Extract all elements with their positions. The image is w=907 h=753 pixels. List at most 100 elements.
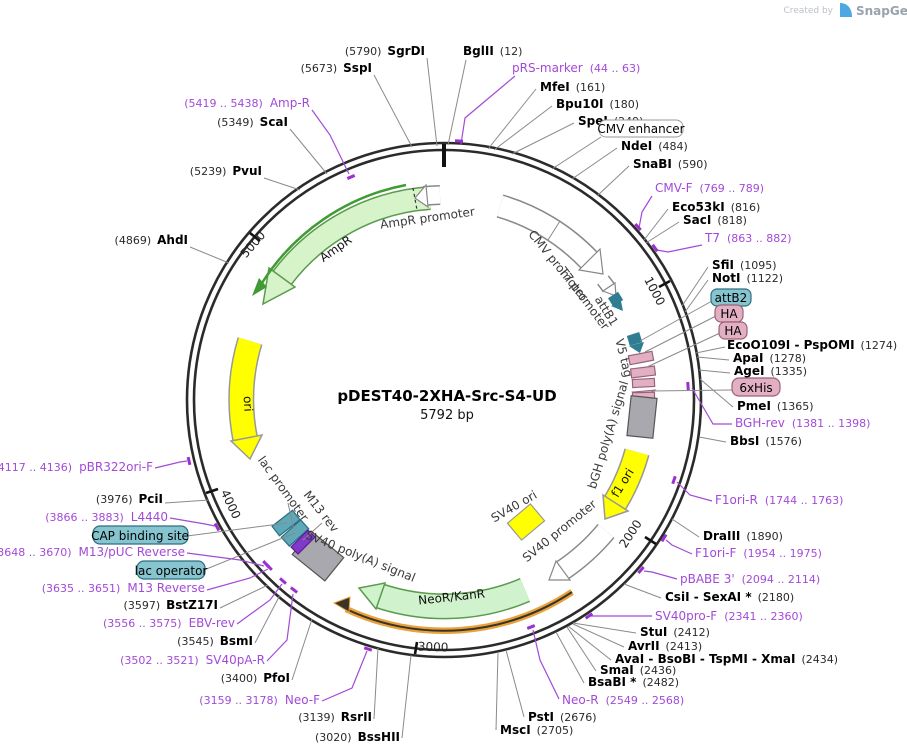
feature-sv40-promoter[interactable]: [548, 523, 615, 581]
primer-label-neo-r[interactable]: Neo-R (2549 .. 2568): [562, 693, 684, 707]
svg-text:CMV enhancer: CMV enhancer: [597, 122, 684, 136]
primer-labels: pRS-marker (44 .. 63) CMV-F (769 .. 789) T…: [0, 61, 870, 707]
primer-label-l4440[interactable]: (3866 .. 3883) L4440: [45, 510, 168, 524]
primer-label-bgh-rev[interactable]: BGH-rev (1381 .. 1398): [735, 416, 870, 430]
boxed-label-cmv-enhancer[interactable]: CMV enhancer: [597, 119, 685, 138]
enzyme-label-eco53ki[interactable]: Eco53kI (816): [672, 200, 760, 214]
plasmid-size: 5792 bp: [420, 408, 474, 423]
enzyme-label-pvui[interactable]: (5239) PvuI: [190, 164, 262, 178]
primer-label-m13-puc-reverse[interactable]: (3648 .. 3670) M13/pUC Reverse: [0, 545, 185, 559]
scale-label-2000: 2000: [616, 517, 644, 550]
enzyme-label-pmei[interactable]: PmeI (1365): [737, 399, 813, 413]
svg-text:HA: HA: [724, 324, 742, 338]
enzyme-label-msci[interactable]: MscI (2705): [500, 723, 573, 737]
orf-arc: [332, 589, 574, 635]
enzyme-label-csii-sexai[interactable]: CsiI - SexAI * (2180): [665, 590, 794, 604]
enzyme-label-draiii[interactable]: DraIII (1890): [703, 529, 783, 543]
enzyme-label-sfii[interactable]: SfiI (1095): [712, 258, 777, 272]
boxed-label-ha2[interactable]: HA: [718, 321, 748, 340]
enzyme-label-psti[interactable]: PstI (2676): [528, 710, 597, 724]
enzyme-label-pcii[interactable]: (3976) PciI: [96, 492, 163, 506]
primer-label-pbabe-3[interactable]: pBABE 3' (2094 .. 2114): [680, 572, 820, 586]
feature-ampr-promoter[interactable]: [414, 183, 441, 209]
snapgene-watermark: Created by SnapGene: [783, 3, 907, 18]
enzyme-label-snabi[interactable]: SnaBI (590): [633, 157, 708, 171]
primer-label-sv40pro-f[interactable]: SV40pro-F (2341 .. 2360): [655, 609, 803, 623]
svg-text:HA: HA: [720, 307, 738, 321]
primer-label-t7[interactable]: T7 (863 .. 882): [704, 231, 792, 245]
enzyme-label-stui[interactable]: StuI (2412): [640, 625, 710, 639]
enzyme-label-ecoo109i-pspomi[interactable]: EcoO109I - PspOMI (1274): [727, 338, 897, 352]
enzyme-label-bsmi[interactable]: (3545) BsmI: [177, 634, 253, 648]
primer-label-f1ori-f[interactable]: F1ori-F (1954 .. 1975): [695, 546, 822, 560]
enzyme-label-agei[interactable]: AgeI (1335): [734, 364, 807, 378]
scale-label-5000: 5000: [238, 228, 269, 260]
enzyme-label-saci[interactable]: SacI (818): [683, 213, 747, 227]
primer-label-m13-reverse[interactable]: (3635 .. 3651) M13 Reverse: [42, 581, 205, 595]
enzyme-label-ahdi[interactable]: (4869) AhdI: [115, 233, 188, 247]
plasmid-name: pDEST40-2XHA-Src-S4-UD: [337, 387, 556, 405]
feature-neor-kanr[interactable]: [357, 577, 531, 620]
feature-ori[interactable]: [228, 337, 264, 461]
svg-text:lac operator: lac operator: [135, 564, 208, 578]
boxed-label-6xhis[interactable]: 6xHis: [731, 377, 781, 397]
enzyme-label-bglii[interactable]: BglII (12): [463, 44, 522, 58]
svg-text:CAP binding site: CAP binding site: [91, 529, 189, 543]
enzyme-label-avrii[interactable]: AvrII (2413): [628, 639, 702, 653]
enzyme-label-bbsi[interactable]: BbsI (1576): [730, 434, 802, 448]
watermark-created-by: Created by: [783, 6, 833, 16]
enzyme-labels: (5790) SgrDI BglII (12) (5673) SspI MfeI (16…: [96, 44, 897, 744]
primer-lines: [154, 75, 732, 702]
ampr-cds-arrowhead: [252, 278, 267, 296]
feature-label-ori[interactable]: ori: [241, 396, 256, 412]
leader-lines: [164, 57, 734, 739]
enzyme-label-noti[interactable]: NotI (1122): [712, 271, 783, 285]
primer-label-f1ori-r[interactable]: F1ori-R (1744 .. 1763): [715, 493, 843, 507]
svg-text:attB2: attB2: [715, 291, 748, 305]
feature-label-neor-kanr[interactable]: NeoR/KanR: [418, 587, 486, 608]
feature-attb1[interactable]: [607, 291, 624, 311]
primer-label-neo-f[interactable]: (3159 .. 3178) Neo-F: [199, 693, 320, 707]
scale-label-3000: 3000: [418, 639, 449, 654]
enzyme-label-apai[interactable]: ApaI (1278): [733, 351, 806, 365]
boxed-label-ha1[interactable]: HA: [714, 304, 744, 323]
enzyme-label-scai[interactable]: (5349) ScaI: [217, 115, 288, 129]
enzyme-label-ndei[interactable]: NdeI (484): [621, 139, 688, 153]
enzyme-label-bpu10i[interactable]: Bpu10I (180): [556, 97, 639, 111]
feature-attb2[interactable]: [626, 331, 644, 353]
enzyme-label-smai[interactable]: SmaI (2436): [600, 663, 676, 677]
primer-label-sv40pa-r[interactable]: (3502 .. 3521) SV40pA-R: [120, 653, 265, 667]
enzyme-label-sgrdi[interactable]: (5790) SgrDI: [345, 44, 425, 58]
feature-sv40-ori[interactable]: [506, 503, 546, 541]
boxed-label-cap-binding-site[interactable]: CAP binding site: [91, 525, 189, 545]
feature-t7-promoter[interactable]: [597, 275, 617, 297]
feature-label-lac-promoter[interactable]: lac promoter: [255, 453, 311, 523]
enzyme-label-rsrii[interactable]: (3139) RsrII: [298, 710, 372, 724]
boxed-label-lac-operator[interactable]: lac operator: [135, 560, 208, 580]
boxed-label-attb2[interactable]: attB2: [710, 288, 752, 307]
primer-label-ebv-rev[interactable]: (3556 .. 3575) EBV-rev: [103, 616, 235, 630]
snapgene-logo-icon: [840, 3, 852, 17]
enzyme-label-sspi[interactable]: (5673) SspI: [301, 61, 372, 75]
enzyme-label-bsabi[interactable]: BsaBI * (2482): [588, 675, 679, 689]
primer-label-prs-marker[interactable]: pRS-marker (44 .. 63): [512, 61, 640, 75]
primer-label-pbr322ori-f[interactable]: (4117 .. 4136) pBR322ori-F: [0, 460, 153, 474]
plasmid-title-block: pDEST40-2XHA-Src-S4-UD 5792 bp: [337, 387, 556, 423]
enzyme-label-pfoi[interactable]: (3400) PfoI: [221, 671, 290, 685]
enzyme-label-bstz17i[interactable]: (3597) BstZ17I: [124, 598, 218, 612]
feature-ampr[interactable]: [252, 183, 431, 306]
primer-label-amp-r[interactable]: (5419 .. 5438) Amp-R: [184, 96, 310, 110]
enzyme-label-avai-bsobi-tspmi-xmai[interactable]: AvaI - BsoBI - TspMI - XmaI (2434): [615, 652, 838, 666]
primer-label-cmv-f[interactable]: CMV-F (769 .. 789): [655, 181, 764, 195]
feature-cmv-promoter[interactable]: [496, 194, 604, 275]
ampr-cds-line: [260, 183, 407, 284]
m13-rev-arrow[interactable]: [290, 529, 316, 555]
feature-f1-ori[interactable]: [602, 448, 650, 521]
feature-bgh-polya[interactable]: [626, 395, 658, 439]
watermark-brand: SnapGene: [856, 4, 907, 18]
feature-ha-tags[interactable]: [627, 350, 657, 379]
enzyme-label-bsshii[interactable]: (3020) BssHII: [315, 730, 400, 744]
enzyme-label-mfei[interactable]: MfeI (161): [540, 80, 605, 94]
